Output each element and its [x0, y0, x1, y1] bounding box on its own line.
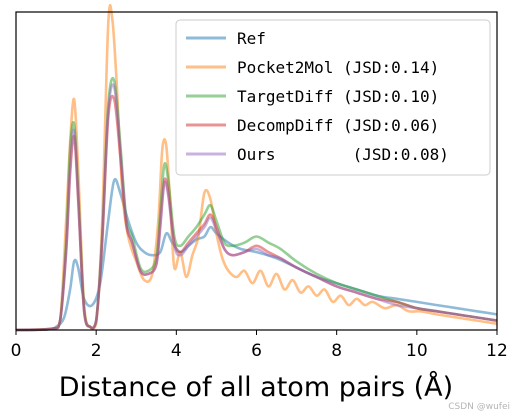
x-tick-label-1: 2	[91, 341, 102, 361]
x-tick-label-5: 10	[406, 341, 428, 361]
x-axis-ticks: 0 2 4 6 8 10 12	[11, 330, 508, 361]
x-tick-label-4: 8	[331, 341, 342, 361]
legend-label-3: DecompDiff (JSD:0.06)	[237, 116, 439, 135]
x-tick-label-6: 12	[486, 341, 508, 361]
legend-label-2: TargetDiff (JSD:0.10)	[237, 87, 439, 106]
legend: Ref Pocket2Mol (JSD:0.14) TargetDiff (JSD:…	[175, 19, 491, 176]
series-lines	[15, 4, 498, 332]
legend-label-4: Ours (JSD:0.08)	[237, 145, 449, 164]
legend-label-1: Pocket2Mol (JSD:0.14)	[237, 58, 439, 77]
x-tick-label-3: 6	[251, 341, 262, 361]
watermark: CSDN @wufei	[448, 402, 510, 412]
x-tick-label-2: 4	[171, 341, 182, 361]
series-line-4	[15, 83, 498, 332]
legend-label-0: Ref	[237, 29, 266, 48]
x-tick-label-0: 0	[11, 341, 22, 361]
series-line-0	[15, 178, 498, 332]
legend-box	[175, 19, 491, 176]
x-axis-title: Distance of all atom pairs (Å)	[59, 371, 453, 403]
